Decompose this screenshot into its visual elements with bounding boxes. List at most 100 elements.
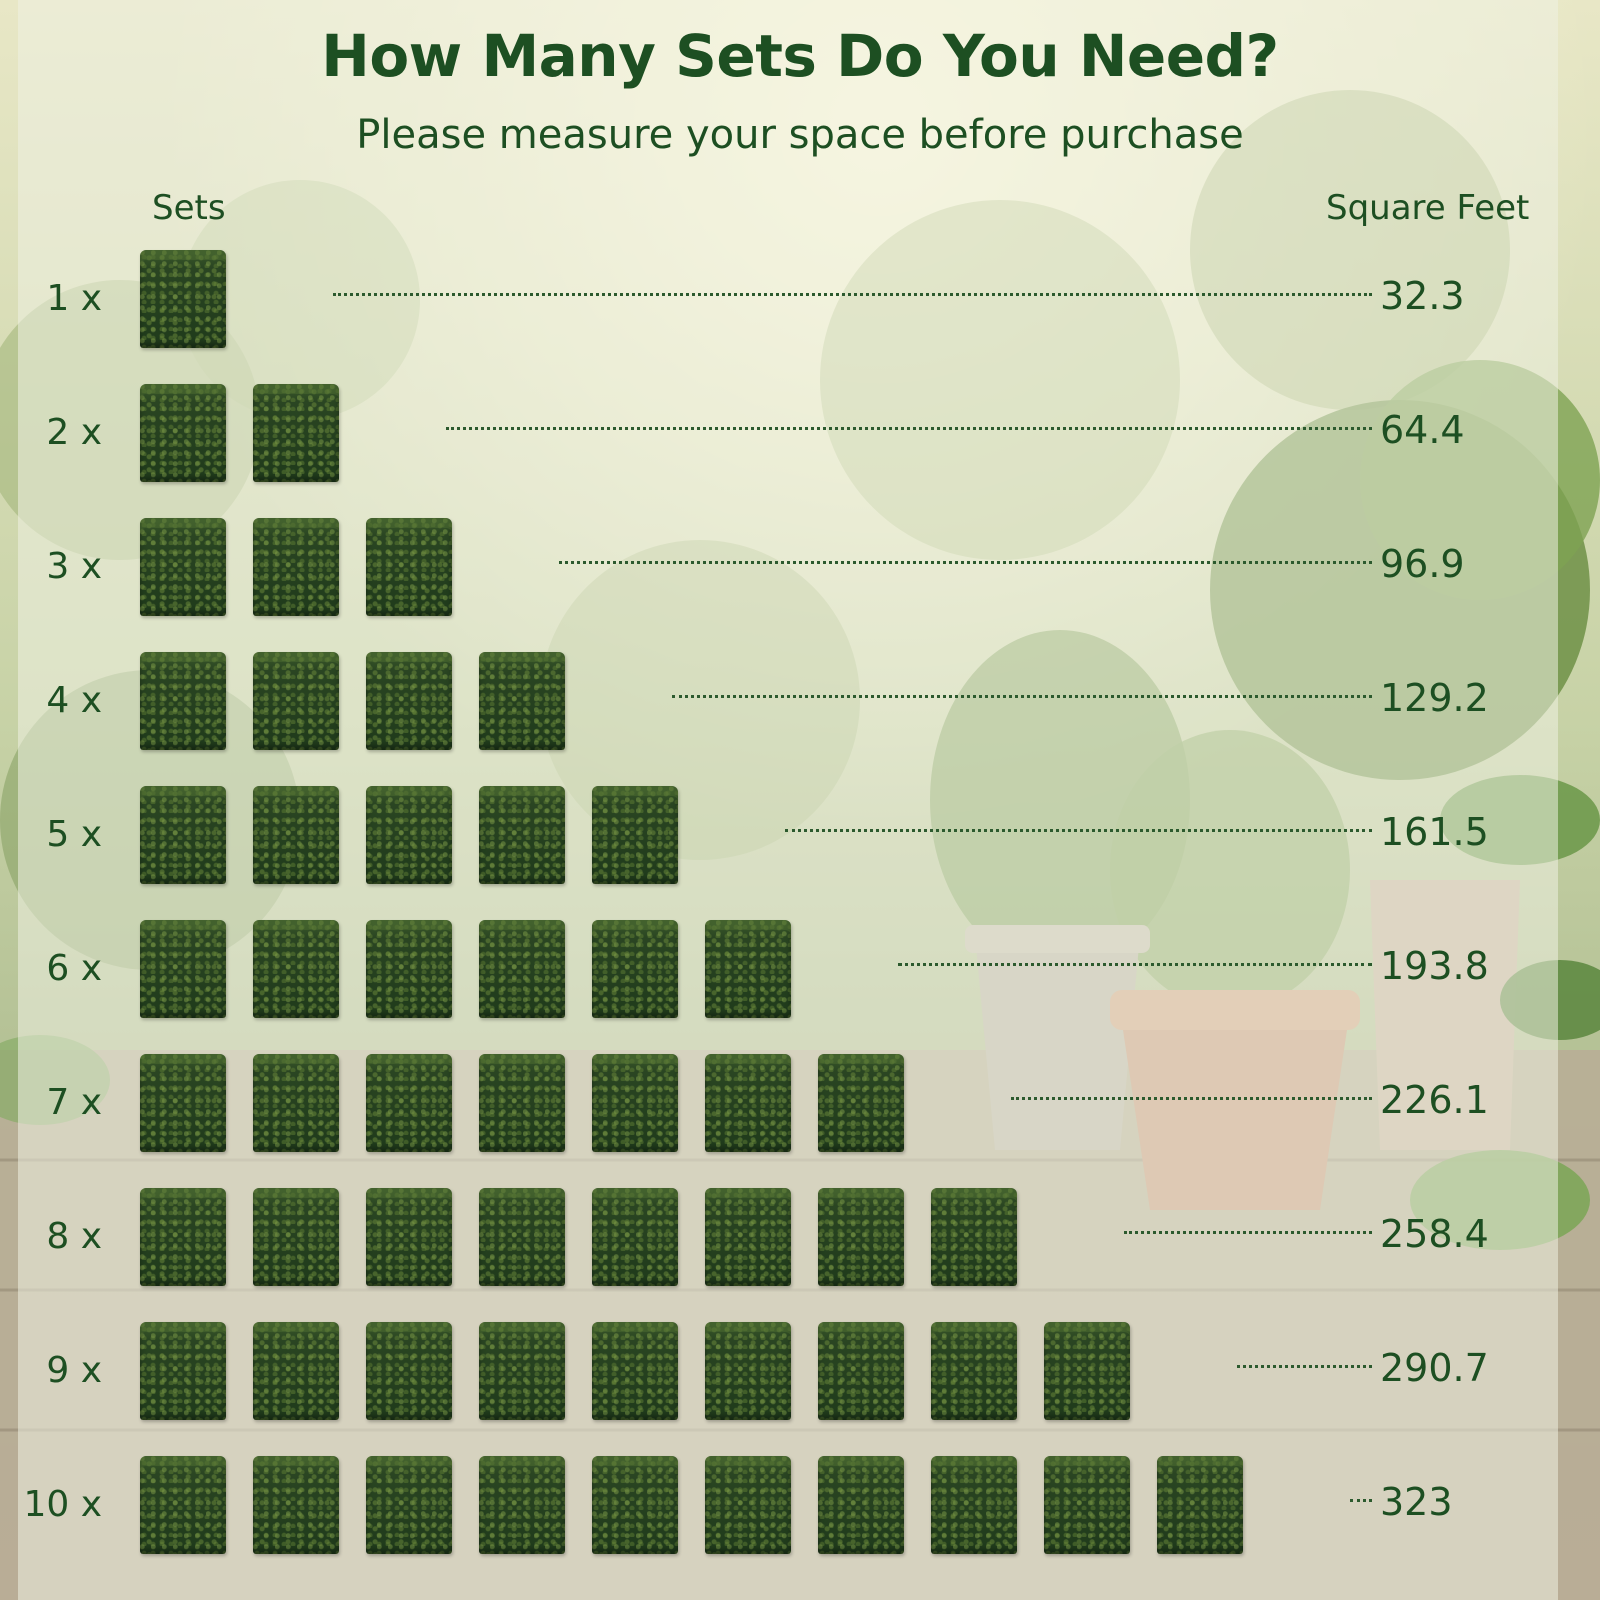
table-row: 4 x 129.2 — [0, 652, 1600, 762]
set-count-label: 2 x — [46, 412, 102, 453]
hedge-panel-icon — [818, 1188, 904, 1286]
square-feet-value: 96.9 — [1380, 542, 1465, 586]
set-count-label: 4 x — [46, 680, 102, 721]
table-row: 1 x 32.3 — [0, 250, 1600, 360]
set-count-label: 1 x — [46, 278, 102, 319]
hedge-panel-icon — [479, 920, 565, 1018]
hedge-panel-icon — [705, 1456, 791, 1554]
hedge-panel-icon — [592, 786, 678, 884]
table-row: 10 x 323 — [0, 1456, 1600, 1566]
hedge-panel-icon — [592, 1456, 678, 1554]
hedge-panel-icon — [479, 786, 565, 884]
hedge-panel-icon — [592, 1054, 678, 1152]
hedge-panel-icon — [705, 1188, 791, 1286]
square-feet-value: 129.2 — [1380, 676, 1489, 720]
hedge-panel-icon — [1044, 1322, 1130, 1420]
hedge-panel-icon — [479, 1322, 565, 1420]
hedge-panel-icon — [140, 1054, 226, 1152]
square-feet-value: 226.1 — [1380, 1078, 1489, 1122]
hedge-panel-icon — [366, 1054, 452, 1152]
square-feet-value: 161.5 — [1380, 810, 1489, 854]
square-feet-column-header: Square Feet — [1326, 188, 1530, 228]
hedge-panel-icon — [253, 920, 339, 1018]
dotted-leader-line — [1350, 1499, 1372, 1502]
table-row: 7 x 226.1 — [0, 1054, 1600, 1164]
square-feet-value: 258.4 — [1380, 1212, 1489, 1256]
hedge-panel-icon — [479, 1188, 565, 1286]
hedge-panel-icon — [253, 786, 339, 884]
hedge-panel-icon — [592, 1188, 678, 1286]
hedge-panel-icon — [366, 1456, 452, 1554]
dotted-leader-line — [446, 427, 1372, 430]
hedge-panel-icon — [366, 1322, 452, 1420]
hedge-panel-icon — [818, 1322, 904, 1420]
hedge-panel-icon — [140, 250, 226, 348]
hedge-panel-icon — [479, 652, 565, 750]
hedge-panel-icon — [479, 1054, 565, 1152]
hedge-panel-icon — [366, 652, 452, 750]
hedge-panel-icon — [253, 1456, 339, 1554]
hedge-panel-icon — [140, 920, 226, 1018]
set-count-label: 3 x — [46, 546, 102, 587]
hedge-panel-icon — [705, 1054, 791, 1152]
hedge-panel-icon — [140, 1322, 226, 1420]
hedge-panel-icon — [931, 1456, 1017, 1554]
hedge-panel-icon — [253, 652, 339, 750]
hedge-panel-icon — [931, 1322, 1017, 1420]
hedge-panel-icon — [140, 1188, 226, 1286]
hedge-panel-icon — [592, 920, 678, 1018]
page-subtitle: Please measure your space before purchas… — [356, 112, 1244, 158]
hedge-panel-icon — [140, 786, 226, 884]
square-feet-value: 32.3 — [1380, 274, 1465, 318]
hedge-panel-icon — [479, 1456, 565, 1554]
hedge-panel-icon — [818, 1456, 904, 1554]
hedge-panel-icon — [592, 1322, 678, 1420]
set-count-label: 10 x — [23, 1484, 102, 1525]
square-feet-value: 290.7 — [1380, 1346, 1489, 1390]
square-feet-value: 193.8 — [1380, 944, 1489, 988]
dotted-leader-line — [672, 695, 1372, 698]
square-feet-value: 64.4 — [1380, 408, 1465, 452]
hedge-panel-icon — [140, 1456, 226, 1554]
table-row: 5 x 161.5 — [0, 786, 1600, 896]
set-count-label: 8 x — [46, 1216, 102, 1257]
hedge-panel-icon — [931, 1188, 1017, 1286]
set-count-label: 6 x — [46, 948, 102, 989]
hedge-panel-icon — [366, 786, 452, 884]
hedge-panel-icon — [140, 384, 226, 482]
dotted-leader-line — [1011, 1097, 1372, 1100]
hedge-panel-icon — [253, 384, 339, 482]
table-row: 9 x 290.7 — [0, 1322, 1600, 1432]
hedge-panel-icon — [366, 518, 452, 616]
set-count-label: 9 x — [46, 1350, 102, 1391]
dotted-leader-line — [559, 561, 1372, 564]
table-row: 3 x 96.9 — [0, 518, 1600, 628]
hedge-panel-icon — [253, 1188, 339, 1286]
page-title: How Many Sets Do You Need? — [321, 22, 1279, 90]
hedge-panel-icon — [140, 652, 226, 750]
table-row: 6 x 193.8 — [0, 920, 1600, 1030]
dotted-leader-line — [898, 963, 1372, 966]
hedge-panel-icon — [1044, 1456, 1130, 1554]
hedge-panel-icon — [366, 1188, 452, 1286]
dotted-leader-line — [785, 829, 1372, 832]
set-count-label: 5 x — [46, 814, 102, 855]
table-row: 2 x 64.4 — [0, 384, 1600, 494]
sets-column-header: Sets — [152, 188, 226, 228]
hedge-panel-icon — [705, 1322, 791, 1420]
hedge-panel-icon — [1157, 1456, 1243, 1554]
hedge-panel-icon — [705, 920, 791, 1018]
dotted-leader-line — [1124, 1231, 1372, 1234]
hedge-panel-icon — [253, 1322, 339, 1420]
hedge-panel-icon — [253, 518, 339, 616]
set-count-label: 7 x — [46, 1082, 102, 1123]
dotted-leader-line — [333, 293, 1372, 296]
table-row: 8 x 258.4 — [0, 1188, 1600, 1298]
hedge-panel-icon — [366, 920, 452, 1018]
square-feet-value: 323 — [1380, 1480, 1453, 1524]
hedge-panel-icon — [818, 1054, 904, 1152]
hedge-panel-icon — [253, 1054, 339, 1152]
dotted-leader-line — [1237, 1365, 1372, 1368]
hedge-panel-icon — [140, 518, 226, 616]
